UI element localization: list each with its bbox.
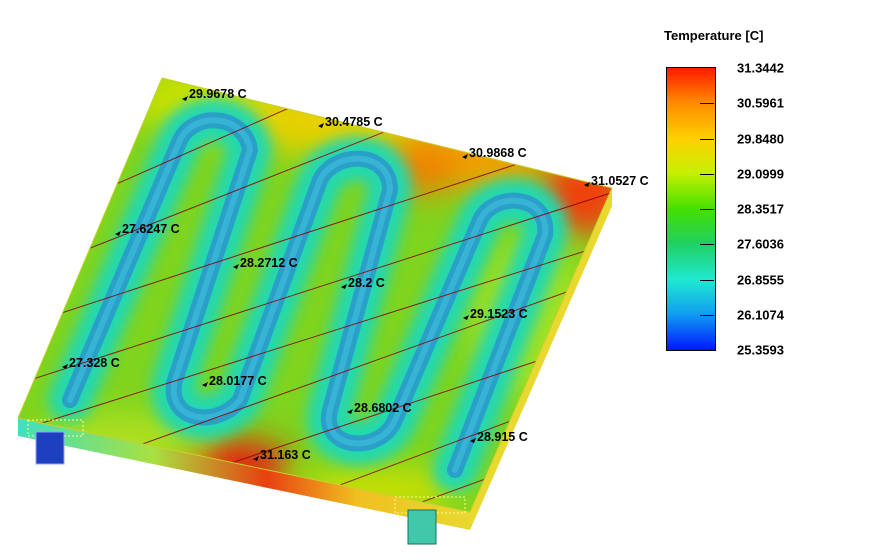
- probe-label: 29.1523 C: [470, 307, 528, 321]
- legend-tick-mark: [700, 279, 714, 281]
- legend-tick-mark: [700, 103, 714, 105]
- inlet-port: [27, 419, 84, 465]
- probe-label: 31.163 C: [260, 448, 311, 462]
- legend-tick-label: 27.6036: [737, 236, 784, 252]
- legend-tick-mark: [700, 244, 714, 246]
- legend-tick-label: 26.1074: [737, 307, 784, 323]
- probe: 28.915 C: [470, 430, 528, 444]
- probe-label: 30.9868 C: [469, 146, 527, 160]
- legend-tick-label: 26.8555: [737, 272, 784, 287]
- probe: 28.2 C: [341, 276, 385, 290]
- plate-right-face: [470, 188, 612, 530]
- legend-tick-mark: [700, 138, 714, 140]
- plate-front-face: [18, 418, 470, 530]
- probe-group: 29.9678 C 30.4785 C 30.9868 C 31.0527 C …: [62, 87, 649, 462]
- probe: 30.4785 C: [318, 115, 383, 129]
- legend-tick-label: 28.3517: [737, 201, 784, 217]
- outlet-port: [394, 496, 466, 545]
- probe: 30.9868 C: [462, 146, 527, 160]
- probe: 27.6247 C: [115, 222, 180, 236]
- legend-tick-label: 30.5961: [737, 95, 784, 111]
- probe-label: 31.0527 C: [591, 174, 649, 188]
- probe-label: 27.328 C: [69, 356, 120, 370]
- probe-label: 28.2 C: [348, 276, 385, 290]
- legend-tick-mark: [700, 314, 714, 316]
- legend-tick-label: 29.8480: [737, 131, 784, 146]
- legend-tick-label: 31.3442: [737, 60, 784, 76]
- probe: 31.0527 C: [584, 174, 649, 188]
- legend-tick-mark: [700, 173, 714, 175]
- legend-tick-label: 25.3593: [737, 342, 784, 358]
- probe: 28.6802 C: [347, 401, 412, 415]
- probe: 29.1523 C: [463, 307, 528, 321]
- probe: 28.0177 C: [202, 374, 267, 388]
- probe-label: 27.6247 C: [122, 222, 180, 236]
- legend-title: Temperature [C]: [664, 28, 764, 43]
- probe: 28.2712 C: [233, 256, 298, 270]
- probe-label: 29.9678 C: [189, 87, 247, 101]
- probe: 31.163 C: [253, 448, 311, 462]
- probe-label: 28.915 C: [477, 430, 528, 444]
- legend-tick-mark: [700, 209, 714, 210]
- probe-label: 30.4785 C: [325, 115, 383, 129]
- probe: 29.9678 C: [182, 87, 247, 101]
- probe: 27.328 C: [62, 356, 120, 370]
- legend-tick-label: 29.0999: [737, 166, 784, 182]
- probe-label: 28.2712 C: [240, 256, 298, 270]
- probe-label: 28.0177 C: [209, 374, 267, 388]
- probe-label: 28.6802 C: [354, 401, 412, 415]
